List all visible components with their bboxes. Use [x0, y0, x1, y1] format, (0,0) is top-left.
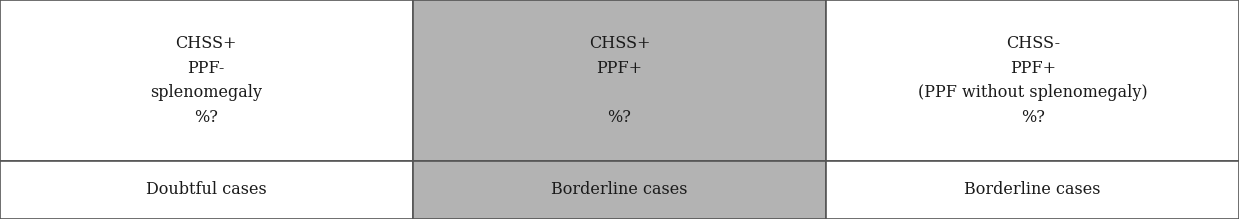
Bar	[0, 161, 413, 219]
Bar	[826, 161, 1239, 219]
Bar	[413, 0, 826, 161]
Text: CHSS+
PPF+

%?: CHSS+ PPF+ %?	[589, 35, 650, 126]
Text: CHSS+
PPF-
splenomegaly
%?: CHSS+ PPF- splenomegaly %?	[150, 35, 263, 126]
Bar	[0, 0, 413, 161]
Text: CHSS-
PPF+
(PPF without splenomegaly)
%?: CHSS- PPF+ (PPF without splenomegaly) %?	[918, 35, 1147, 126]
Text: Borderline cases: Borderline cases	[964, 182, 1101, 198]
Text: Doubtful cases: Doubtful cases	[146, 182, 266, 198]
Text: Borderline cases: Borderline cases	[551, 182, 688, 198]
Bar	[413, 161, 826, 219]
Bar	[826, 0, 1239, 161]
